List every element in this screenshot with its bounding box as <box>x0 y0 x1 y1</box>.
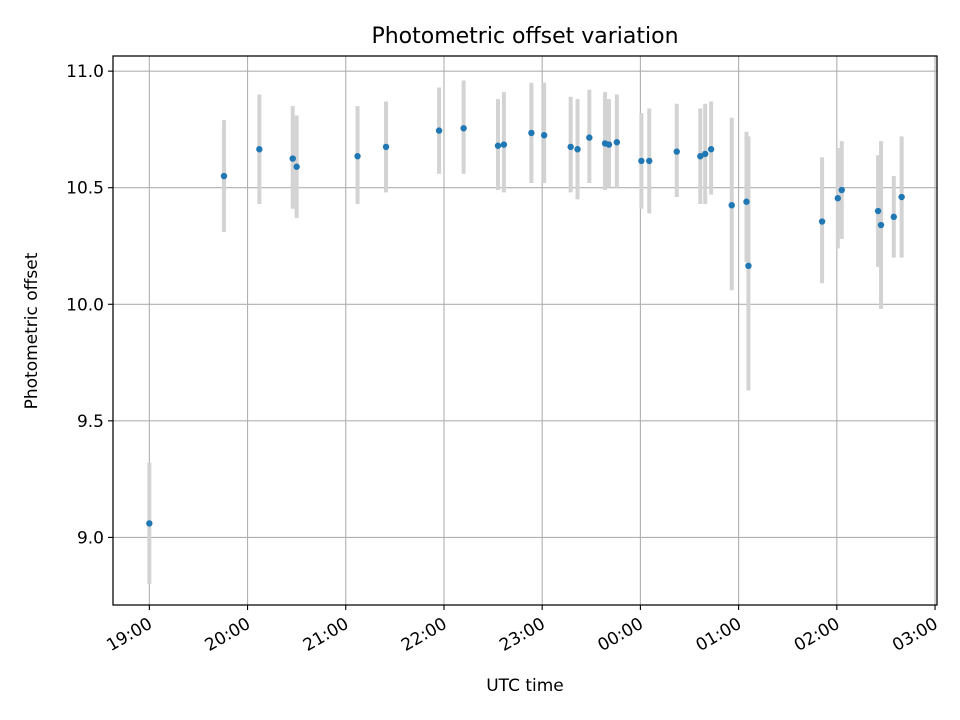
y-axis-label: Photometric offset <box>22 252 42 409</box>
data-point <box>638 157 645 165</box>
data-point <box>702 150 709 158</box>
data-point <box>435 127 443 134</box>
y-tick-label: 10.5 <box>66 179 104 199</box>
data-point <box>494 142 502 149</box>
data-point <box>877 221 885 229</box>
data-point <box>220 172 228 180</box>
data-point <box>707 146 715 153</box>
data-point <box>890 213 897 221</box>
data-point <box>673 148 680 155</box>
data-point <box>743 198 750 205</box>
y-tick-label: 11.0 <box>66 62 104 82</box>
data-point <box>500 141 508 148</box>
data-point <box>745 262 752 270</box>
data-point <box>540 132 548 139</box>
data-point <box>460 125 467 132</box>
chart-title: Photometric offset variation <box>371 24 678 49</box>
data-point <box>646 157 653 165</box>
data-point <box>728 201 735 209</box>
data-point <box>567 143 574 151</box>
y-tick-label: 9.0 <box>77 528 104 548</box>
data-point <box>289 155 296 162</box>
x-axis-label: UTC time <box>486 676 564 696</box>
data-point <box>838 186 845 194</box>
data-point <box>293 163 300 170</box>
y-tick-label: 10.0 <box>66 295 104 315</box>
data-point <box>898 193 905 201</box>
data-point <box>146 520 153 527</box>
data-point <box>605 141 613 148</box>
data-point <box>256 146 263 153</box>
data-point <box>528 129 535 137</box>
data-point <box>834 195 842 202</box>
data-points <box>146 125 905 527</box>
data-point <box>818 218 826 225</box>
data-point <box>574 146 581 153</box>
plot-frame <box>112 55 938 606</box>
y-axis: 9.0 9.5 10.0 10.5 11.0 <box>66 62 113 548</box>
data-point <box>874 207 882 215</box>
data-point <box>586 134 593 141</box>
data-point <box>613 139 621 146</box>
data-point <box>354 153 361 160</box>
data-point <box>697 153 704 160</box>
y-tick-label: 9.5 <box>77 412 104 432</box>
data-point <box>382 143 390 151</box>
